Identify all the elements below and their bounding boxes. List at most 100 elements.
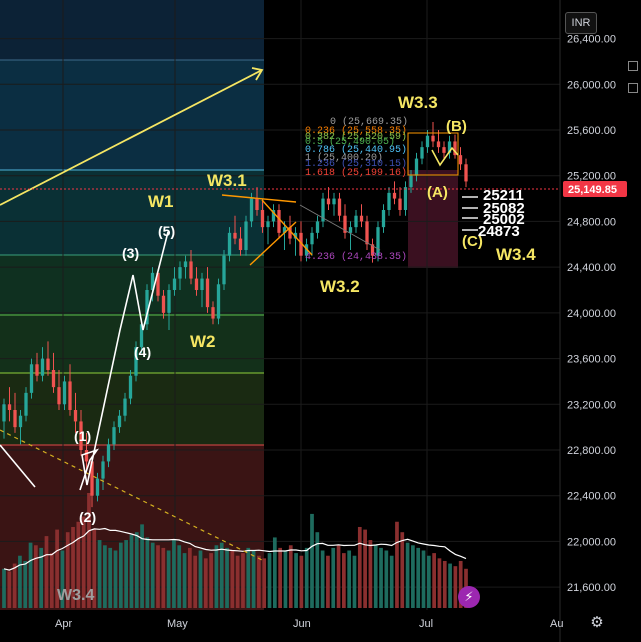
toolbar-square-icon[interactable] (628, 61, 638, 71)
price-tick-label: 22,800.00 (567, 445, 616, 457)
candle-body (84, 450, 89, 462)
volume-bar (437, 558, 442, 608)
candle-body (95, 478, 100, 496)
candle-body (139, 324, 144, 348)
price-axis[interactable]: 26,400.00 26,000.00 25,600.00 25,200.00 24,8… (559, 0, 616, 642)
level-label: 24873 (478, 223, 520, 240)
volume-bar (34, 545, 38, 608)
volume-bar (326, 555, 330, 608)
time-axis[interactable]: Apr May Jun Jul Au (55, 618, 563, 630)
volume-bar (193, 555, 198, 608)
candle-body (35, 364, 39, 376)
bolt-icon[interactable]: ⚡ (458, 586, 480, 608)
volume-bar (357, 526, 362, 608)
candle-body (150, 272, 155, 290)
candle-body (249, 198, 254, 222)
candle-body (200, 278, 204, 290)
candle-body (62, 381, 67, 405)
volume-bar (145, 537, 150, 608)
volume-bar (76, 521, 81, 608)
candle-body (123, 398, 127, 416)
candle-body (222, 255, 226, 285)
candle-body (161, 295, 166, 313)
candle-body (376, 227, 380, 256)
candle-body (348, 227, 353, 233)
volume-bar (283, 550, 288, 608)
candle-body (106, 444, 111, 462)
candle-body (46, 358, 50, 370)
wave-label: (1) (74, 428, 91, 444)
candle-body (403, 187, 408, 210)
wave-label: (C) (462, 233, 483, 250)
volume-bar (39, 547, 44, 608)
volume-average-line (3, 527, 467, 571)
price-tick-label: 22,000.00 (567, 536, 616, 548)
volume-bar (241, 553, 245, 608)
candle-body (326, 198, 331, 205)
candle-body (381, 210, 386, 228)
volume-bar (124, 540, 128, 608)
candle-body (244, 221, 248, 250)
volume-bar (49, 553, 54, 608)
candle-body (145, 290, 149, 325)
price-tick-label: 23,200.00 (567, 399, 616, 411)
volume-bar (389, 555, 394, 608)
volume-bar (347, 550, 352, 608)
candle-body (194, 278, 199, 290)
candle-body (189, 261, 193, 279)
volume-bar (272, 537, 277, 608)
candle-body (79, 421, 83, 450)
wave-label: W3.4 (496, 245, 536, 264)
wave-label: W3.1 (207, 171, 247, 190)
volume-bar (395, 521, 399, 608)
volume-bar (113, 550, 118, 608)
candle-body (156, 272, 160, 296)
volume-bar (342, 553, 346, 608)
fib-label: 0.236 (25,558.35) (305, 125, 407, 137)
price-tick-label: 22,400.00 (567, 491, 616, 503)
volume-bar (405, 542, 410, 608)
price-tick-label: 25,200.00 (567, 171, 616, 183)
month-label: May (167, 618, 188, 630)
volume-bar (23, 560, 28, 608)
fib-label: 4.236 (24,438.35) (305, 251, 407, 263)
toolbar-square-icon[interactable] (628, 83, 638, 93)
volume-bar (304, 547, 309, 608)
candle-body (183, 261, 188, 268)
side-toolbar[interactable] (628, 55, 638, 135)
drawings (0, 67, 560, 561)
volume-bar (129, 534, 134, 608)
volume-bar (426, 555, 431, 608)
candle-body (392, 192, 397, 199)
volume-bar (166, 550, 171, 608)
level-label: 25211 (483, 187, 524, 204)
volume-bar (71, 526, 75, 608)
volume-bar (219, 542, 224, 608)
volume-bars (2, 493, 468, 608)
candle-body (414, 158, 419, 176)
currency-selector[interactable]: INR (565, 12, 597, 34)
candle-body (73, 410, 78, 422)
candle-body (40, 358, 45, 376)
price-tick-label: 26,000.00 (567, 79, 616, 91)
candle-body (420, 147, 424, 159)
month-label: Apr (55, 618, 72, 630)
candle-body (447, 141, 452, 153)
volume-bar (251, 550, 256, 608)
candle-body (57, 387, 61, 405)
target-levels: 25211 25082 25002 24873 (478, 187, 525, 240)
fib-label: 0.382 (25,520.59) (305, 131, 407, 143)
candle-body (18, 415, 23, 428)
volume-bar (411, 545, 415, 608)
price-tick-label: 21,600.00 (567, 582, 616, 594)
candle-body (271, 210, 276, 222)
background-zones (0, 0, 458, 610)
wave-label: W3.2 (320, 277, 360, 296)
gear-icon[interactable]: ⚙ (590, 614, 604, 631)
candle-body (359, 215, 364, 222)
candle-body (387, 192, 391, 210)
candle-body (211, 307, 215, 319)
volume-bar (288, 545, 293, 608)
candle-body (68, 381, 72, 410)
